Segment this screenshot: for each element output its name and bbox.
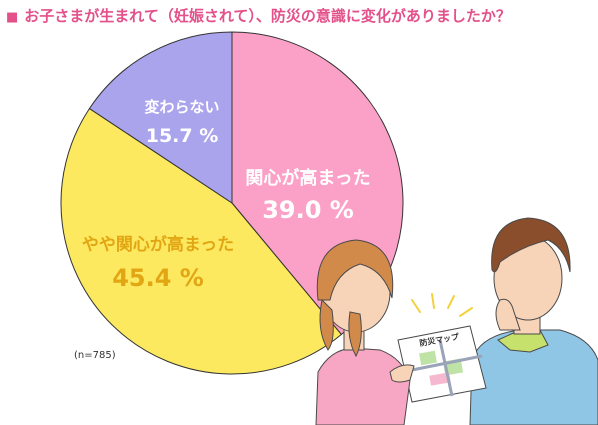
- couple-illustration: 防災マップ: [315, 217, 598, 425]
- disaster-map: 防災マップ: [397, 325, 487, 403]
- slice-value-label: 45.4 %: [112, 264, 204, 292]
- sample-size-note: (n=785): [74, 350, 116, 361]
- man-figure: [469, 217, 598, 425]
- slice-category-label: やや関心が高まった: [82, 234, 234, 255]
- slice-category-label: 変わらない: [144, 98, 219, 116]
- slice-value-label: 15.7 %: [146, 125, 219, 147]
- woman-figure: [315, 239, 415, 425]
- slice-category-label: 関心が高まった: [245, 167, 370, 189]
- bullet-square-icon: ■: [6, 10, 19, 25]
- pie-slice-yaya-kanshin-ga-takamatta: [60, 107, 343, 375]
- sparkle-icon: [411, 293, 473, 317]
- pie-labels: 関心が高まった 39.0 % やや関心が高まった 45.4 % 変わらない 15.7 %: [82, 98, 371, 292]
- chart-title-text: お子さまが生まれて（妊娠されて）、防災の意識に変化がありましたか？: [24, 7, 511, 25]
- slice-value-label: 39.0 %: [262, 196, 354, 224]
- pie-slice-kawaranai: [88, 31, 233, 204]
- chart-title: ■ お子さまが生まれて（妊娠されて）、防災の意識に変化がありましたか？: [6, 3, 592, 31]
